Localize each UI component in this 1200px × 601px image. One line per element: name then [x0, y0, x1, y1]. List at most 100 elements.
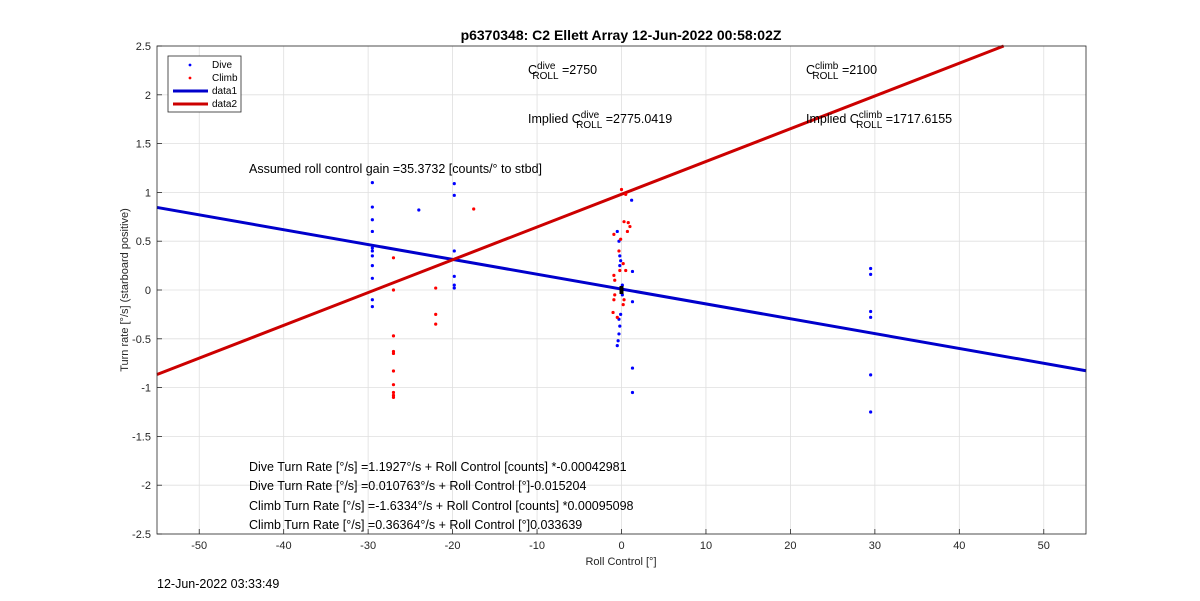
dive-point: [869, 315, 873, 319]
y-tick-label: 0: [145, 285, 151, 297]
dive-point: [370, 298, 374, 302]
climb-point: [391, 256, 396, 260]
x-tick-label: 50: [1038, 540, 1050, 552]
climb-point: [624, 192, 628, 196]
x-tick-label: 0: [618, 540, 624, 552]
x-axis-label: Roll Control [°]: [585, 556, 656, 568]
chart-title: p6370348: C2 Ellett Array 12-Jun-2022 00…: [461, 27, 782, 43]
dive-point: [630, 390, 635, 395]
legend-data2-label: data2: [212, 99, 237, 110]
annotations: Cdive ROLL =2750 Cclimb ROLL =2100 Implied…: [249, 61, 952, 532]
dive-point: [452, 193, 456, 197]
c-roll-dive-annotation: Cdive ROLL =2750: [528, 61, 597, 82]
x-tick-label: -30: [360, 540, 376, 552]
y-tick-label: 0.5: [136, 236, 151, 248]
c-roll-climb-annotation: Cclimb ROLL =2100: [806, 61, 877, 82]
climb-point: [622, 220, 626, 224]
dive-point: [370, 205, 374, 209]
dive-point: [619, 259, 623, 263]
origin-marker: [619, 286, 624, 294]
climb-point: [621, 303, 625, 307]
climb-point: [434, 286, 438, 290]
dive-point: [370, 229, 374, 234]
y-tick-label: -1: [141, 383, 151, 395]
dive-point: [370, 246, 374, 250]
y-tick-label: 2.5: [136, 41, 151, 53]
climb-point: [625, 229, 630, 234]
x-tick-label: 10: [700, 540, 712, 552]
climb-point: [391, 390, 396, 395]
timestamp: 12-Jun-2022 03:33:49: [157, 577, 279, 591]
climb-point: [434, 312, 438, 316]
dive-point: [618, 264, 622, 268]
climb-point: [391, 383, 396, 387]
dive-point: [869, 272, 873, 276]
implied-c-roll-climb-annotation: Implied Cclimb ROLL =1717.6155: [806, 110, 952, 131]
y-tick-label: 1: [145, 187, 151, 199]
climb-point: [613, 293, 617, 297]
x-tick-label: -20: [445, 540, 461, 552]
legend-data1-label: data1: [212, 86, 237, 97]
climb-point: [612, 232, 616, 236]
climb-point: [391, 369, 396, 373]
climb-point: [391, 351, 396, 356]
dive-point: [630, 366, 635, 370]
climb-degrees-equation: Climb Turn Rate [°/s] =0.36364°/s + Roll…: [249, 518, 582, 532]
dive-point: [630, 198, 634, 202]
dive-point: [618, 324, 622, 328]
dive-point: [619, 312, 623, 316]
dive-counts-equation: Dive Turn Rate [°/s] =1.1927°/s + Roll C…: [249, 460, 627, 474]
climb-point: [611, 310, 615, 315]
dive-point: [616, 339, 620, 343]
legend-dive-marker: [188, 63, 192, 67]
dive-point: [618, 254, 622, 258]
climb-counts-equation: Climb Turn Rate [°/s] =-1.6334°/s + Roll…: [249, 499, 634, 513]
x-tick-label: 20: [784, 540, 796, 552]
dive-point: [452, 182, 456, 186]
y-tick-label: -2: [141, 480, 151, 492]
legend: Dive Climb data1 data2: [167, 55, 242, 113]
climb-point: [624, 268, 628, 273]
climb-point: [615, 315, 619, 319]
dive-point: [620, 283, 624, 287]
dive-point: [417, 208, 421, 212]
x-tick-label: 30: [869, 540, 881, 552]
x-tick-label: 40: [953, 540, 965, 552]
dive-point: [869, 266, 873, 271]
climb-point: [619, 187, 624, 192]
legend-climb-marker: [188, 76, 192, 80]
plot-area: -50 -40 -30 -20 -10 0 10 20 30 40 50-2.5-2-1.5-1-0…: [132, 41, 1087, 552]
fit-line-data2: [156, 44, 1005, 376]
climb-point: [617, 249, 621, 253]
dive-point: [869, 410, 873, 414]
y-tick-label: -0.5: [132, 334, 151, 346]
climb-point: [626, 221, 630, 225]
y-tick-label: -2.5: [132, 529, 151, 541]
legend-climb-label: Climb: [212, 73, 238, 84]
x-tick-label: -40: [276, 540, 292, 552]
climb-point: [619, 237, 623, 241]
tick-labels: -50 -40 -30 -20 -10 0 10 20 30 40 50-2.5-2-1.5-1-0…: [132, 41, 1050, 552]
climb-point: [622, 298, 626, 302]
dive-point: [620, 293, 624, 297]
climb-point: [391, 395, 396, 399]
climb-point: [391, 288, 396, 292]
scatter-points: [370, 181, 873, 414]
dive-point: [370, 218, 374, 222]
dive-point: [370, 304, 374, 309]
dive-degrees-equation: Dive Turn Rate [°/s] =0.010763°/s + Roll…: [249, 479, 586, 493]
climb-point: [618, 268, 622, 273]
climb-point: [472, 207, 476, 211]
climb-point: [613, 278, 617, 282]
dive-point: [630, 300, 635, 304]
climb-point: [612, 273, 616, 277]
dive-point: [370, 276, 374, 280]
climb-point: [621, 262, 625, 266]
y-tick-label: 2: [145, 90, 151, 102]
legend-dive-label: Dive: [212, 60, 232, 71]
implied-c-roll-dive-annotation: Implied Cdive ROLL =2775.0419: [528, 110, 672, 131]
dive-point: [452, 249, 456, 253]
climb-point: [391, 334, 396, 338]
climb-point: [628, 224, 632, 229]
